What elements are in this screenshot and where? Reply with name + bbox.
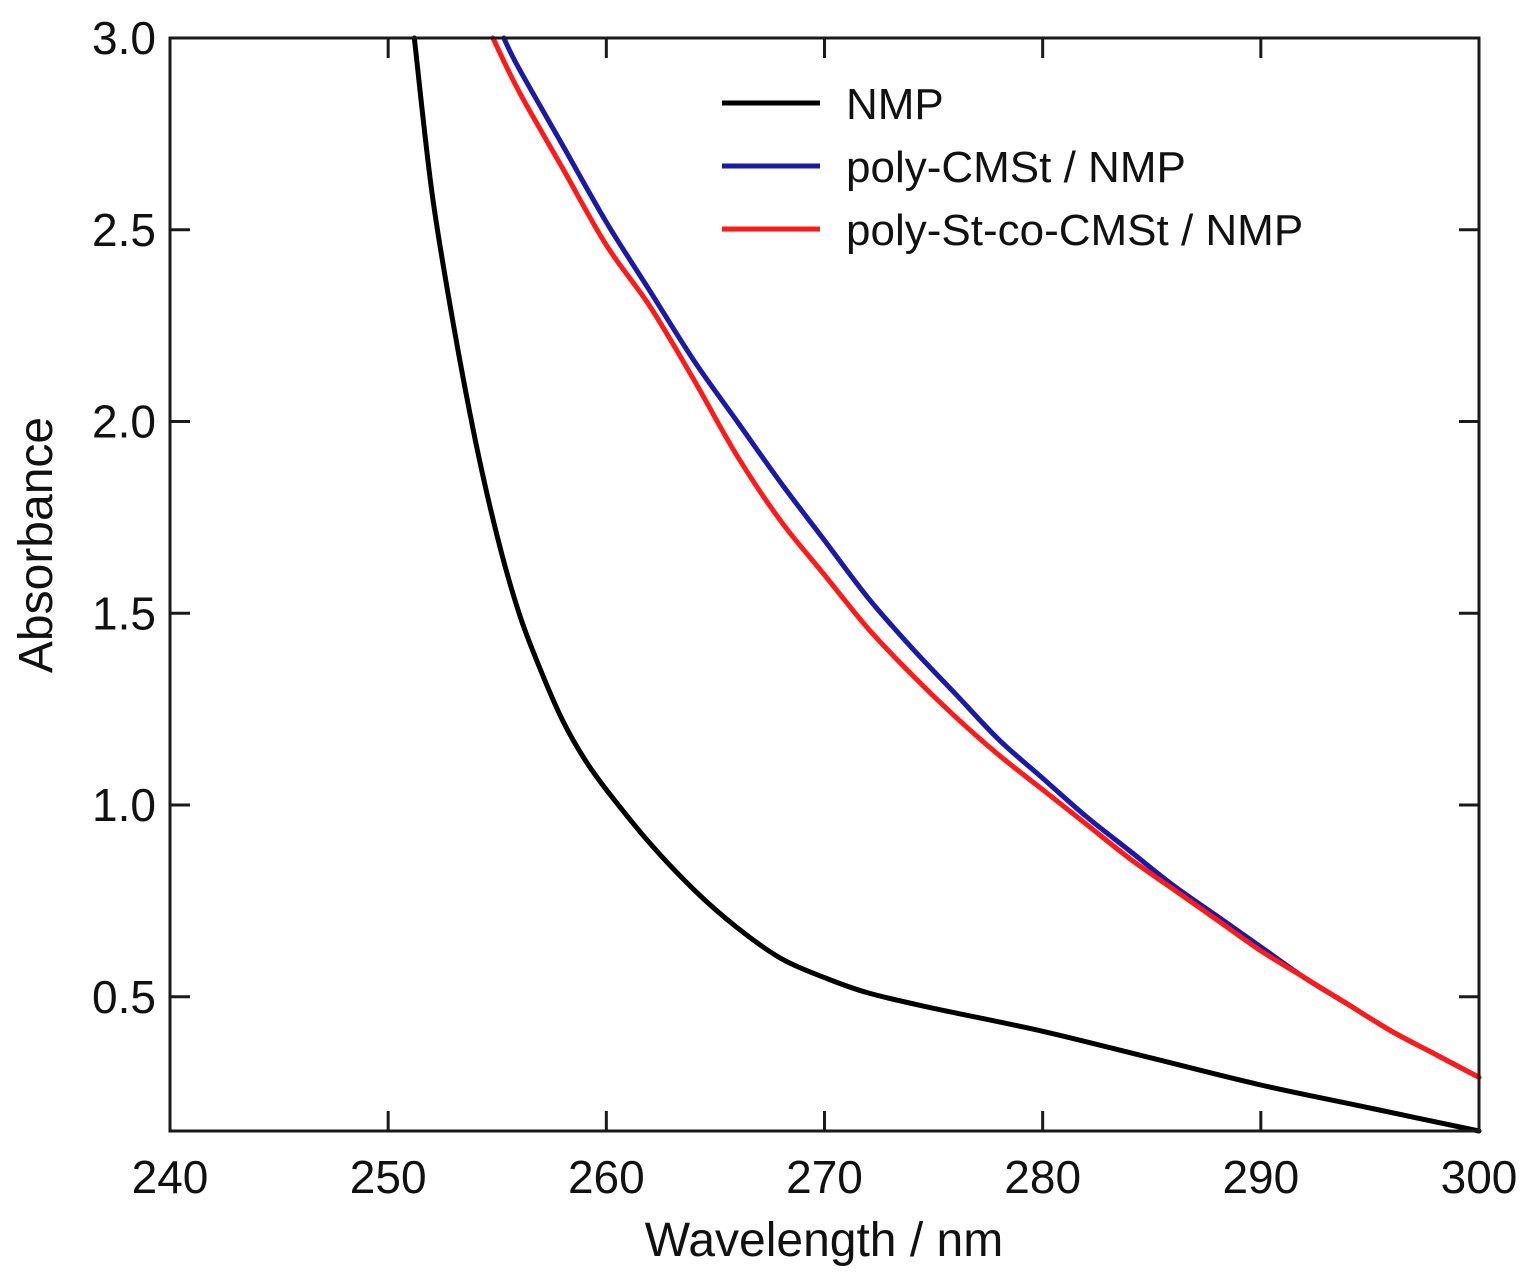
y-tick-label: 1.5 [92, 587, 156, 639]
y-tick-label: 1.0 [92, 779, 156, 831]
x-tick-label: 290 [1222, 1151, 1299, 1203]
x-tick-label: 240 [132, 1151, 209, 1203]
tick-labels: 240 250 260 270 280 290 300 0.5 1.0 1.5 2.0 2.5 3.0 [92, 12, 1517, 1203]
legend: NMP poly-CMSt / NMP poly-St-co-CMSt / NMP [722, 80, 1303, 255]
x-tick-label: 260 [568, 1151, 645, 1203]
legend-label: poly-St-co-CMSt / NMP [846, 206, 1303, 255]
series-lines [411, 35, 1482, 1134]
x-tick-label: 270 [786, 1151, 863, 1203]
plot-frame [168, 36, 1481, 1133]
x-tick-label: 280 [1004, 1151, 1081, 1203]
y-tick-label: 3.0 [92, 12, 156, 64]
x-tick-label: 300 [1441, 1151, 1518, 1203]
y-tick-label: 2.0 [92, 396, 156, 448]
series-line-nmp [411, 35, 1482, 1134]
legend-label: poly-CMSt / NMP [846, 143, 1186, 192]
y-tick-label: 2.5 [92, 204, 156, 256]
legend-label: NMP [846, 80, 944, 129]
x-tick-label: 250 [350, 1151, 427, 1203]
y-tick-label: 0.5 [92, 971, 156, 1023]
series-line-poly-st-co-cmst-nmp [490, 35, 1482, 1080]
x-axis-title: Wavelength / nm [645, 1214, 1003, 1267]
y-axis-title: Absorbance [10, 417, 63, 673]
